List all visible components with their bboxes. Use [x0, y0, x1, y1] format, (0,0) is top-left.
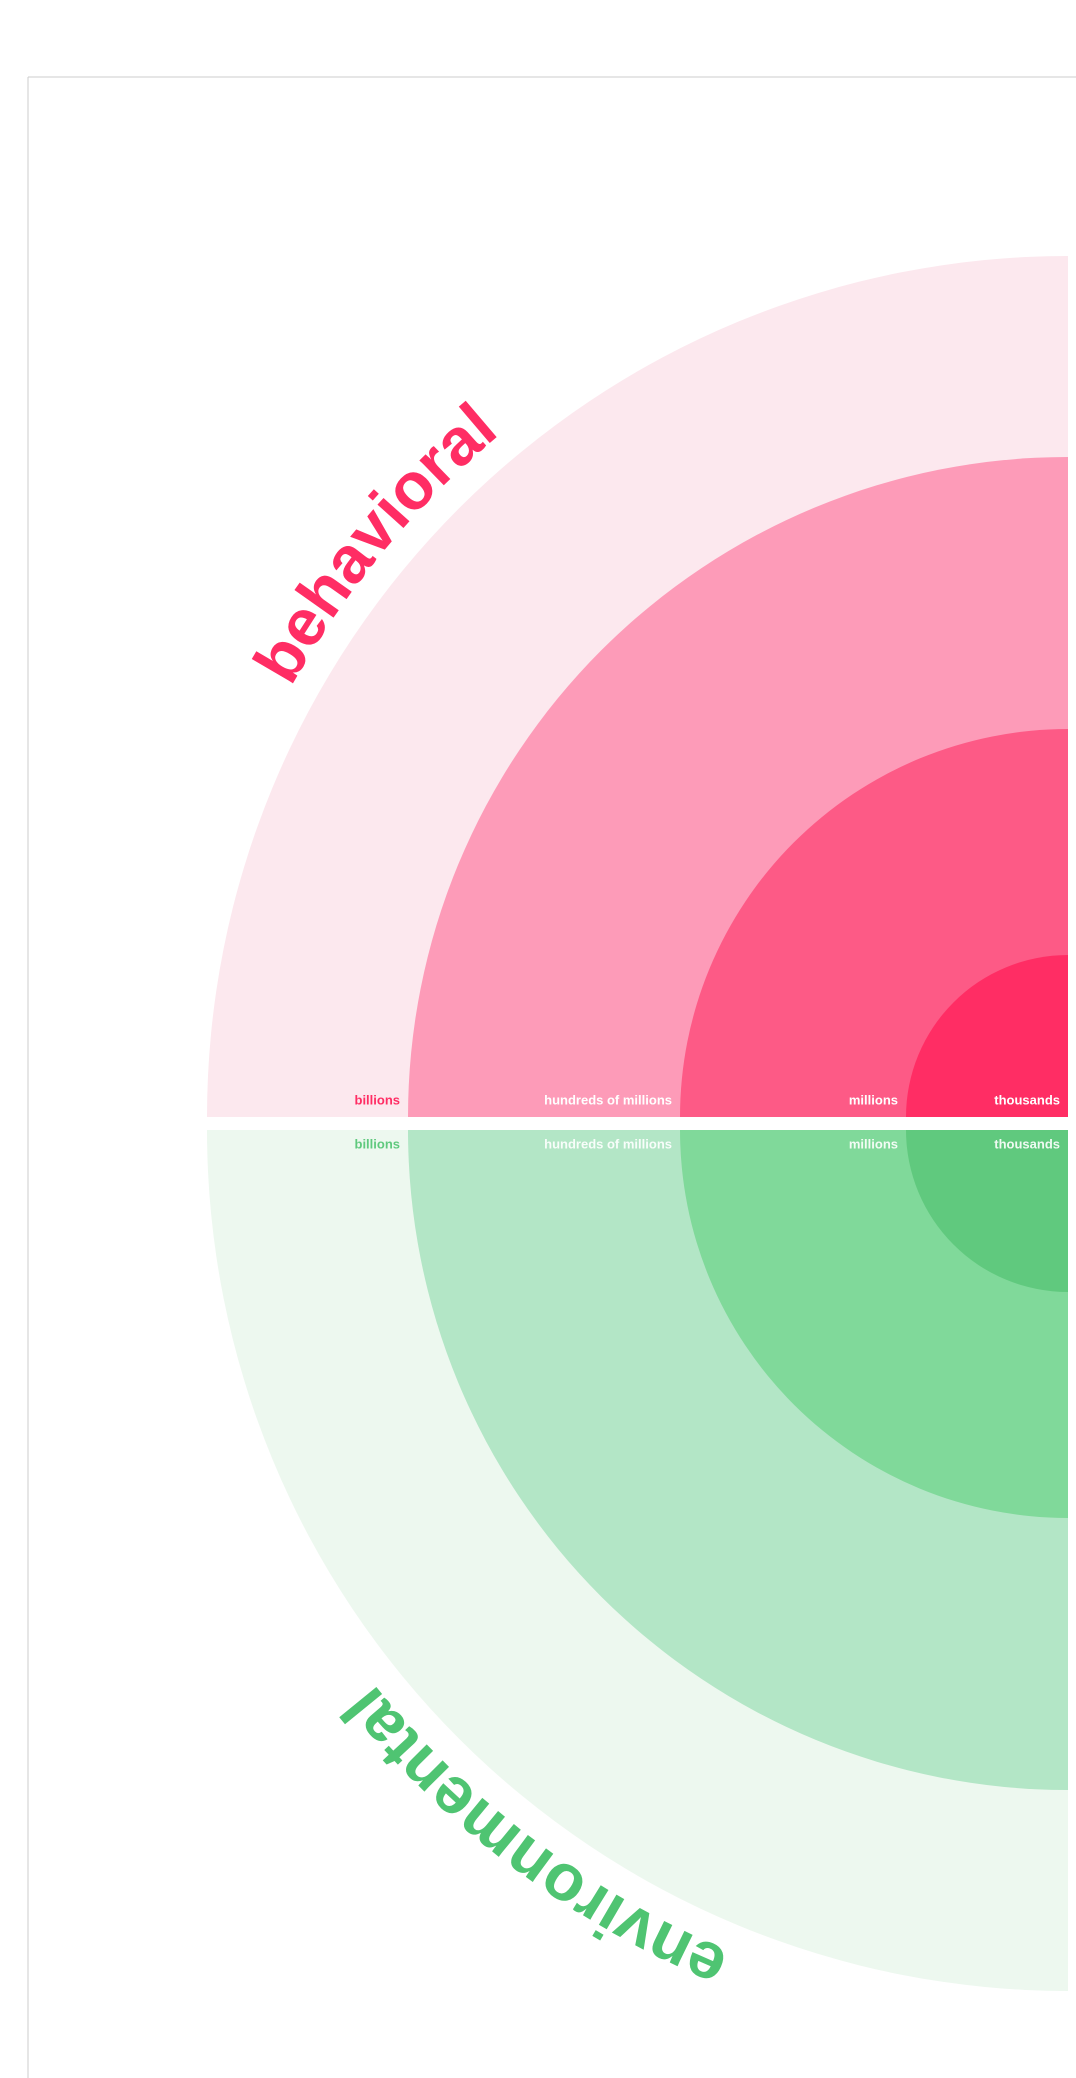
- environmental-ring-label: hundreds of millions: [544, 1136, 672, 1151]
- environmental-ring-label: thousands: [994, 1136, 1060, 1151]
- behavioral-ring: [906, 955, 1068, 1117]
- environmental-ring-label: billions: [355, 1136, 401, 1151]
- rings: billions hundreds of millions millions thou…: [207, 256, 1068, 1991]
- behavioral-ring-label: millions: [849, 1092, 898, 1107]
- behavioral-ring-label: hundreds of millions: [544, 1092, 672, 1107]
- environmental-ring: [906, 1130, 1068, 1292]
- behavioral-ring-label: thousands: [994, 1092, 1060, 1107]
- behavioral-ring-label: billions: [355, 1092, 401, 1107]
- environmental-ring-label: millions: [849, 1136, 898, 1151]
